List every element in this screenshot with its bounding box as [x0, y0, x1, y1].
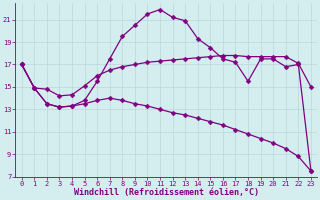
X-axis label: Windchill (Refroidissement éolien,°C): Windchill (Refroidissement éolien,°C): [74, 188, 259, 197]
